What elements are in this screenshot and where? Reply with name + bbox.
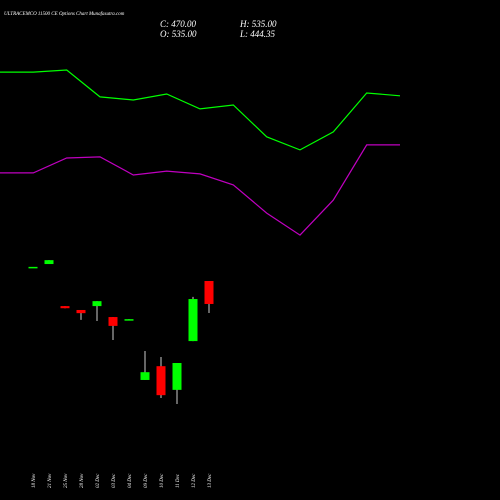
- candle-body: [76, 309, 86, 314]
- x-tick-label: 10 Dec: [160, 473, 165, 488]
- x-tick-label: 04 Dec: [128, 473, 133, 488]
- candle-body: [44, 260, 54, 265]
- open-label: O: 535.00: [160, 29, 197, 39]
- close-label: C: 470.00: [160, 19, 197, 29]
- indicator-line: [0, 69, 401, 151]
- candle-body: [124, 319, 134, 321]
- candle-body: [204, 281, 214, 304]
- x-tick-label: 18 Nov: [32, 473, 37, 488]
- x-tick-label: 21 Nov: [48, 473, 53, 488]
- candle-body: [156, 366, 166, 396]
- x-tick-label: 28 Nov: [80, 473, 85, 488]
- x-tick-label: 02 Dec: [96, 473, 101, 488]
- candle-body: [188, 299, 198, 342]
- x-tick-label: 25 Nov: [64, 473, 69, 488]
- low-label: L: 444.35: [239, 29, 276, 39]
- x-tick-label: 12 Dec: [192, 473, 197, 488]
- x-tick-label: 03 Dec: [112, 473, 117, 488]
- candle-body: [108, 317, 118, 326]
- chart-title: ULTRACEMCO 11500 CE Options Chart Munafa…: [4, 12, 125, 17]
- x-tick-label: 11 Dec: [176, 473, 181, 488]
- candle-body: [28, 266, 38, 269]
- x-tick-label: 13 Dec: [208, 473, 213, 488]
- candle-body: [92, 301, 102, 307]
- x-tick-label: 09 Dec: [144, 473, 149, 488]
- high-label: H: 535.00: [239, 19, 277, 29]
- indicator-line: [0, 144, 400, 236]
- candle-body: [60, 306, 70, 309]
- candle-body: [140, 372, 150, 380]
- candle-body: [172, 363, 182, 390]
